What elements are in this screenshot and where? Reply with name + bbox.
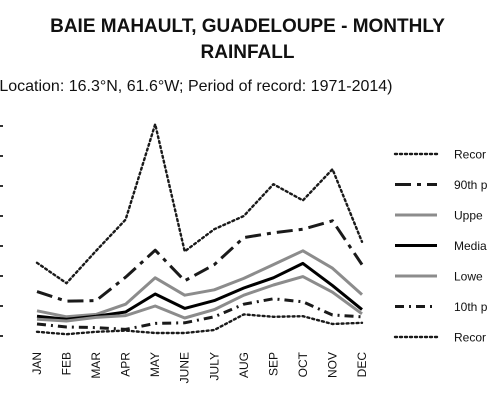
legend-label-1: 90th p <box>454 178 488 192</box>
x-tick-label: JAN <box>30 352 44 375</box>
series-line-1 <box>36 219 364 303</box>
series-line-5 <box>36 297 363 331</box>
legend-label-6: Recor <box>454 331 486 345</box>
series-line-4 <box>36 275 363 323</box>
series-line-2 <box>36 249 364 319</box>
series-line-6 <box>35 313 364 336</box>
legend-label-2: Uppe <box>454 209 483 223</box>
x-tick-label: MAY <box>148 352 162 377</box>
legend-label-4: Lowe <box>454 270 483 284</box>
x-tick-label: APR <box>119 352 133 377</box>
x-tick-label: OCT <box>296 351 310 377</box>
chart-title: BAIE MAHAULT, GUADELOUPE - MONTHLY RAINF… <box>50 16 445 63</box>
x-axis-labels: JAN FEB MAR APR MAY JUNE JULY AUG SEP OCT NOV DEC <box>30 351 369 383</box>
y-axis-ticks <box>0 125 3 337</box>
chart-subtitle: (Location: 16.3°N, 61.6°W; Period of rec… <box>0 78 393 95</box>
legend: Recor 90th p Uppe Media Lowe 10th p Recor <box>393 148 488 345</box>
x-tick-label: NOV <box>325 352 339 378</box>
x-tick-label: DEC <box>355 352 369 378</box>
legend-label-0: Recor <box>454 148 486 162</box>
series-line-0 <box>35 122 364 285</box>
x-tick-label: SEP <box>266 352 280 376</box>
x-tick-label: JULY <box>207 352 221 380</box>
x-tick-label: FEB <box>60 352 74 375</box>
x-tick-label: MAR <box>89 352 103 379</box>
title-block: BAIE MAHAULT, GUADELOUPE - MONTHLY RAINF… <box>0 14 495 66</box>
legend-label-5: 10th p <box>454 300 488 314</box>
series-lines <box>35 122 364 336</box>
x-tick-label: JUNE <box>178 352 192 383</box>
x-tick-label: AUG <box>237 352 251 378</box>
legend-label-3: Media <box>454 239 487 253</box>
